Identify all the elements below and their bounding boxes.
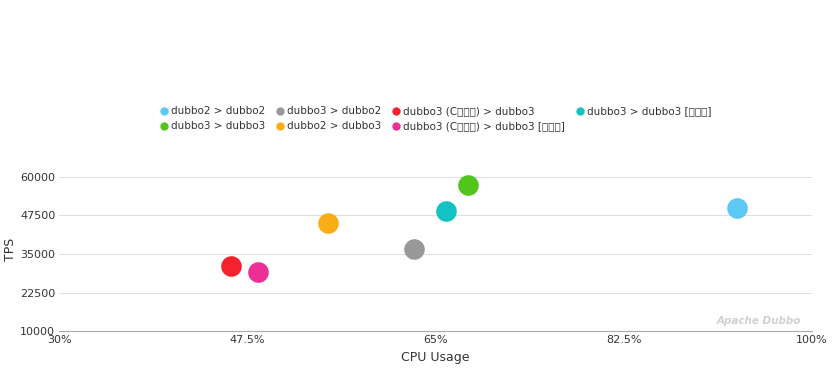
Y-axis label: TPS: TPS bbox=[4, 238, 17, 261]
Point bbox=[461, 182, 474, 188]
Point bbox=[225, 263, 238, 269]
Legend: dubbo2 > dubbo2, dubbo3 > dubbo3, dubbo3 > dubbo2, dubbo2 > dubbo3, dubbo3 (C端异步: dubbo2 > dubbo2, dubbo3 > dubbo3, dubbo3… bbox=[157, 104, 714, 134]
Point bbox=[440, 208, 453, 214]
X-axis label: CPU Usage: CPU Usage bbox=[402, 351, 470, 364]
Text: Apache Dubbo: Apache Dubbo bbox=[716, 316, 800, 326]
Point bbox=[251, 269, 265, 275]
Point bbox=[408, 247, 421, 252]
Point bbox=[321, 220, 334, 226]
Point bbox=[730, 205, 744, 211]
